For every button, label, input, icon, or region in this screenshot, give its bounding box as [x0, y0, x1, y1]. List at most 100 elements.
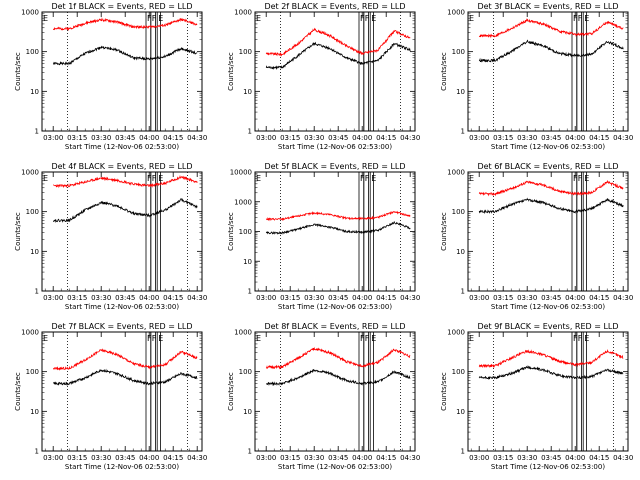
- marker-e-left: E: [256, 14, 261, 23]
- x-axis-label: Start Time (12-Nov-06 02:53:00): [278, 143, 392, 151]
- panel-title: Det 8f BLACK = Events, RED = LLD: [264, 322, 405, 331]
- y-tick-label: 10: [30, 248, 39, 256]
- events-series-line: [478, 365, 624, 381]
- x-tick-label: 03:00: [469, 134, 489, 142]
- events-series-line: [265, 220, 411, 235]
- x-tick-label: 04:15: [589, 294, 609, 302]
- x-tick-label: 03:00: [256, 454, 276, 462]
- lld-series-line: [478, 348, 624, 369]
- marker-e-left: E: [43, 334, 48, 343]
- x-tick-label: 03:15: [280, 134, 300, 142]
- y-tick-label: 1: [248, 128, 252, 136]
- x-tick-label: 04:30: [400, 294, 420, 302]
- marker-e-left: E: [469, 334, 474, 343]
- plot-frame: [467, 171, 629, 292]
- lld-series-line: [265, 27, 411, 57]
- flag-band: [582, 331, 587, 452]
- y-tick-label: 1000: [447, 169, 465, 177]
- y-tick-label: 100: [26, 48, 39, 56]
- y-tick-label: 1000: [234, 198, 252, 206]
- y-axis-label: Counts/sec: [14, 212, 22, 251]
- x-tick-label: 03:00: [256, 294, 276, 302]
- marker-e-right: E: [371, 174, 376, 183]
- marker-e-left: E: [256, 174, 261, 183]
- x-axis-label: Start Time (12-Nov-06 02:53:00): [65, 463, 179, 471]
- x-tick-label: 03:45: [541, 454, 561, 462]
- marker-f1: F: [147, 334, 152, 343]
- flag-band: [571, 11, 578, 132]
- events-series-line: [478, 197, 624, 215]
- lld-series-line: [52, 17, 198, 31]
- flag-band: [156, 11, 161, 132]
- lld-series-line: [53, 348, 198, 371]
- plot-frame: [254, 331, 416, 452]
- lld-series-line: [265, 210, 411, 222]
- y-tick-label: 1: [248, 448, 252, 456]
- marker-f1: F: [360, 174, 365, 183]
- plot-frame: [254, 171, 416, 292]
- y-axis-label: Counts/sec: [227, 52, 235, 91]
- marker-e-right: E: [158, 14, 163, 23]
- x-tick-label: 03:00: [43, 294, 63, 302]
- x-tick-label: 03:00: [43, 134, 63, 142]
- marker-f2: F: [578, 174, 583, 183]
- plot-frame: [41, 331, 203, 452]
- marker-f2: F: [365, 14, 370, 23]
- x-tick-label: 04:15: [163, 454, 183, 462]
- panel-title: Det 2f BLACK = Events, RED = LLD: [264, 2, 405, 11]
- y-tick-label: 1000: [21, 9, 39, 17]
- marker-f2: F: [578, 14, 583, 23]
- x-tick-label: 03:45: [328, 454, 348, 462]
- y-tick-label: 1: [461, 288, 465, 296]
- marker-e-left: E: [256, 334, 261, 343]
- y-tick-label: 1000: [21, 169, 39, 177]
- x-tick-label: 04:30: [187, 134, 207, 142]
- marker-f1: F: [573, 14, 578, 23]
- x-tick-label: 04:00: [139, 454, 159, 462]
- y-tick-label: 100: [452, 368, 465, 376]
- y-tick-label: 10: [30, 88, 39, 96]
- flag-band: [358, 331, 365, 452]
- x-tick-label: 03:30: [91, 294, 111, 302]
- x-tick-label: 04:30: [613, 294, 633, 302]
- panel-det-4: Det 4f BLACK = Events, RED = LLD 1 10 100 10…: [14, 162, 207, 311]
- x-tick-label: 04:15: [589, 134, 609, 142]
- y-tick-label: 100: [239, 48, 252, 56]
- y-axis-label: Counts/sec: [440, 212, 448, 251]
- x-tick-label: 03:15: [280, 454, 300, 462]
- x-tick-label: 03:00: [43, 454, 63, 462]
- marker-f2: F: [365, 174, 370, 183]
- x-tick-label: 03:15: [67, 294, 87, 302]
- y-tick-label: 1: [461, 448, 465, 456]
- marker-f1: F: [147, 14, 152, 23]
- x-tick-label: 03:15: [493, 454, 513, 462]
- x-tick-label: 03:00: [256, 134, 276, 142]
- marker-e-left: E: [469, 174, 474, 183]
- flag-band: [582, 11, 587, 132]
- y-tick-label: 10: [456, 88, 465, 96]
- x-tick-label: 03:30: [304, 454, 324, 462]
- panel-title: Det 1f BLACK = Events, RED = LLD: [51, 2, 192, 11]
- marker-f1: F: [360, 334, 365, 343]
- x-tick-label: 03:45: [541, 134, 561, 142]
- x-tick-label: 04:30: [187, 294, 207, 302]
- panel-det-2: Det 2f BLACK = Events, RED = LLD 1 10 100 10…: [227, 2, 420, 151]
- x-tick-label: 03:30: [517, 134, 537, 142]
- x-tick-label: 04:15: [163, 134, 183, 142]
- y-tick-label: 1: [35, 288, 39, 296]
- panel-det-9: Det 9f BLACK = Events, RED = LLD 1 10 100 10…: [440, 322, 633, 471]
- marker-f1: F: [573, 174, 578, 183]
- y-axis-label: Counts/sec: [14, 52, 22, 91]
- flag-band: [363, 11, 369, 132]
- x-tick-label: 04:30: [613, 134, 633, 142]
- flag-band: [150, 331, 157, 452]
- x-tick-label: 04:15: [376, 454, 396, 462]
- x-tick-label: 04:30: [613, 454, 633, 462]
- y-tick-label: 1: [248, 288, 252, 296]
- y-tick-label: 100: [239, 228, 252, 236]
- x-tick-label: 03:00: [469, 454, 489, 462]
- x-tick-label: 03:45: [115, 294, 135, 302]
- panel-det-1: Det 1f BLACK = Events, RED = LLD 1 10 100 10…: [14, 2, 207, 151]
- y-axis-label: Counts/sec: [440, 372, 448, 411]
- events-series-line: [265, 368, 411, 387]
